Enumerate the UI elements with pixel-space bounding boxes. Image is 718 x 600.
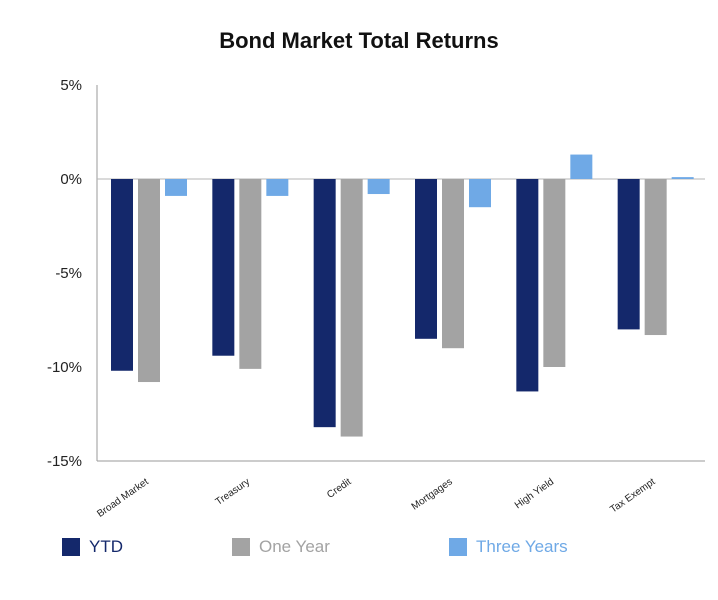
bar-three-years	[671, 177, 694, 179]
bar-one-year	[442, 179, 464, 349]
bar-three-years	[165, 179, 187, 196]
legend-item-three-years: Three Years	[449, 537, 568, 557]
bar-chart: 5% 0% -5% -10% -15% Broad Market Treasury Credi…	[47, 77, 705, 520]
bar-one-year	[340, 179, 363, 437]
legend-label-three-years: Three Years	[476, 537, 568, 556]
y-tick-label: -10%	[47, 359, 82, 376]
legend-label-ytd: YTD	[89, 537, 123, 556]
x-category-label: Treasury	[214, 476, 252, 507]
legend-swatch-three-years	[449, 538, 467, 556]
bar-three-years	[367, 179, 390, 195]
x-category-label: High Yield	[513, 476, 556, 511]
legend-swatch-ytd	[62, 538, 80, 556]
bar-one-year	[138, 179, 160, 383]
y-tick-label: -15%	[47, 453, 82, 470]
bar-three-years	[570, 154, 593, 179]
y-tick-label: 5%	[60, 77, 82, 94]
y-tick-label: 0%	[60, 171, 82, 188]
chart-legend: YTD One Year Three Years	[62, 537, 682, 561]
legend-item-ytd: YTD	[62, 537, 123, 557]
x-category-label: Credit	[325, 476, 353, 500]
x-category-label: Tax Exempt	[608, 476, 657, 515]
chart-axes	[96, 85, 705, 462]
legend-item-one-year: One Year	[232, 537, 330, 557]
bar-ytd	[111, 179, 133, 371]
chart-title: Bond Market Total Returns	[219, 28, 499, 53]
y-tick-label: -5%	[55, 265, 82, 282]
bar-ytd	[212, 179, 235, 356]
bar-three-years	[266, 179, 289, 196]
bar-one-year	[644, 179, 667, 336]
bar-three-years	[469, 179, 491, 208]
bar-ytd	[415, 179, 437, 339]
bar-one-year	[239, 179, 262, 369]
chart-bars	[111, 154, 694, 437]
legend-swatch-one-year	[232, 538, 250, 556]
bar-ytd	[313, 179, 336, 428]
x-category-label: Broad Market	[95, 476, 151, 520]
bar-one-year	[543, 179, 566, 367]
bar-ytd	[516, 179, 539, 392]
legend-label-one-year: One Year	[259, 537, 330, 556]
x-category-label: Mortgages	[410, 476, 455, 512]
bar-ytd	[617, 179, 640, 330]
